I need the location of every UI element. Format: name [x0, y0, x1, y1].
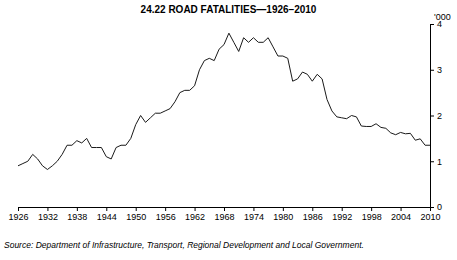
y-tick: 1 [430, 157, 442, 167]
y-tick-label: 1 [437, 157, 442, 167]
x-tick-label: 1986 [303, 212, 323, 222]
x-tick: 1974 [244, 207, 264, 222]
y-tick-mark [430, 24, 434, 25]
y-axis: 0 1 2 3 4 [430, 19, 442, 212]
y-tick: 3 [430, 65, 442, 75]
x-tick-label: 1956 [156, 212, 176, 222]
y-tick-label: 2 [437, 111, 442, 121]
x-tick-label: 1962 [185, 212, 205, 222]
x-tick-label: 1932 [38, 212, 58, 222]
x-tick-label: 2010 [420, 212, 440, 222]
plot-area [18, 33, 430, 169]
y-tick-mark [430, 207, 434, 208]
y-tick-mark [430, 116, 434, 117]
x-tick: 1932 [38, 207, 58, 222]
x-tick: 1998 [362, 207, 382, 222]
x-tick: 1944 [97, 207, 117, 222]
x-tick-label: 1938 [67, 212, 87, 222]
x-tick-mark [47, 207, 48, 211]
x-tick-mark [312, 207, 313, 211]
x-tick-mark [106, 207, 107, 211]
x-tick: 1926 [8, 207, 28, 222]
x-tick-mark [77, 207, 78, 211]
x-tick: 1956 [156, 207, 176, 222]
x-tick-mark [224, 207, 225, 211]
x-tick-label: 2004 [391, 212, 411, 222]
x-tick: 1938 [67, 207, 87, 222]
x-tick-mark [165, 207, 166, 211]
x-tick: 1980 [273, 207, 293, 222]
y-tick: 0 [430, 202, 442, 212]
x-tick-mark [283, 207, 284, 211]
y-tick-label: 3 [437, 65, 442, 75]
x-tick-label: 1968 [214, 212, 234, 222]
x-tick: 1962 [185, 207, 205, 222]
x-tick-mark [18, 207, 19, 211]
y-tick-label: 0 [437, 202, 442, 212]
source: Source: Department of Infrastructure, Tr… [4, 240, 364, 250]
x-tick-mark [253, 207, 254, 211]
y-tick: 4 [430, 19, 442, 29]
x-tick-mark [401, 207, 402, 211]
x-tick-label: 1992 [332, 212, 352, 222]
x-tick-mark [136, 207, 137, 211]
chart: 24.22 ROAD FATALITIES—1926–2010'000Sourc… [0, 0, 457, 260]
y-tick: 2 [430, 111, 442, 121]
x-tick-mark [195, 207, 196, 211]
x-tick: 1968 [214, 207, 234, 222]
x-tick: 2004 [391, 207, 411, 222]
x-tick-label: 1980 [273, 212, 293, 222]
x-tick-label: 1926 [8, 212, 28, 222]
x-axis: 1926 1932 1938 1944 1950 1956 1962 1968 1974 1980… [8, 207, 440, 222]
y-tick-mark [430, 70, 434, 71]
x-tick: 1950 [126, 207, 146, 222]
y-tick-mark [430, 161, 434, 162]
x-tick: 1986 [303, 207, 323, 222]
x-tick-mark [371, 207, 372, 211]
y-tick-label: 4 [437, 19, 442, 29]
line [18, 33, 430, 169]
x-tick-mark [342, 207, 343, 211]
x-tick-label: 1974 [244, 212, 264, 222]
title: 24.22 ROAD FATALITIES—1926–2010 [141, 4, 317, 15]
x-tick-label: 1950 [126, 212, 146, 222]
x-tick: 1992 [332, 207, 352, 222]
x-tick-label: 1998 [362, 212, 382, 222]
x-tick-label: 1944 [97, 212, 117, 222]
